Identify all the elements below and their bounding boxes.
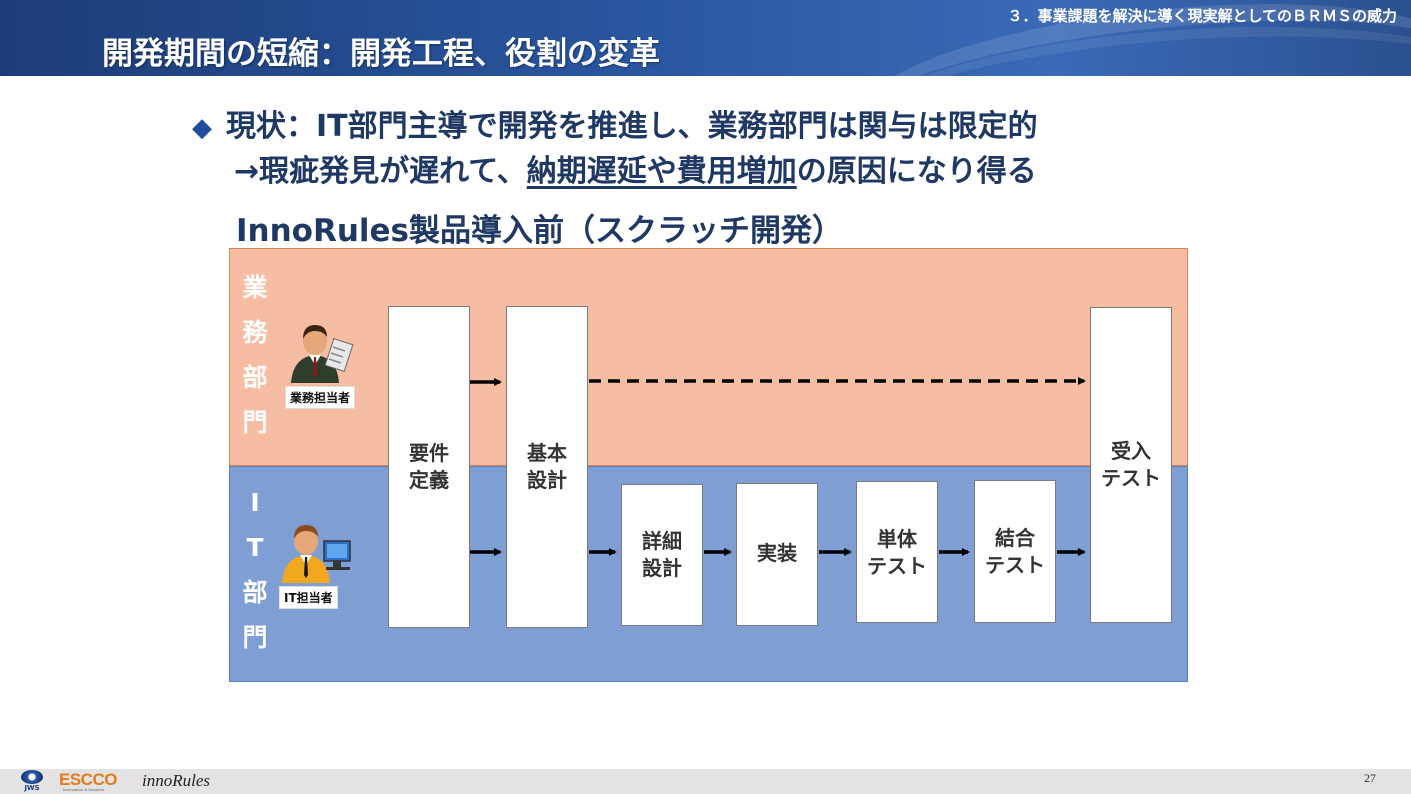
step-label-line: テスト bbox=[1101, 466, 1161, 490]
consequence-underlined: 納期遅延や費用増加 bbox=[526, 154, 797, 189]
business-lane-char: 門 bbox=[242, 408, 268, 437]
business-lane-char: 業 bbox=[242, 273, 268, 302]
bullet-text: 現状：IT部門主導で開発を推進し、業務部門は関与は限定的 bbox=[226, 109, 1038, 144]
escco-logo-tagline: Innovation & Solution bbox=[63, 787, 105, 792]
step-label-line: 単体 bbox=[877, 527, 917, 551]
page-number: 27 bbox=[1364, 771, 1376, 785]
step-label-line: 詳細 bbox=[642, 529, 682, 553]
footer-bar: JWS ESCCO Innovation & Solution innoRule… bbox=[0, 769, 1411, 794]
step-detailed-design: 詳細 設計 bbox=[621, 484, 703, 626]
slide-title: 開発期間の短縮：開発工程、役割の変革 bbox=[102, 36, 660, 72]
step-label: 要件 定義 bbox=[409, 440, 449, 494]
it-lane-char: T bbox=[246, 533, 264, 562]
step-label-line: 設計 bbox=[642, 556, 682, 580]
step-label: 実装 bbox=[757, 540, 797, 567]
step-label-line: テスト bbox=[985, 553, 1045, 577]
consequence-suffix: の原因になり得る bbox=[796, 154, 1037, 189]
step-label-line: 受入 bbox=[1111, 439, 1151, 463]
jws-logo: JWS bbox=[18, 770, 46, 794]
step-acceptance-test: 受入 テスト bbox=[1090, 307, 1172, 623]
it-role-tag: IT担当者 bbox=[279, 586, 338, 609]
step-unit-test: 単体 テスト bbox=[856, 481, 938, 623]
business-person-icon bbox=[291, 325, 354, 383]
step-integration-test: 結合 テスト bbox=[974, 480, 1056, 623]
section-label: ３．事業課題を解決に導く現実解としてのＢＲＭＳの威力 bbox=[1007, 7, 1397, 25]
innorules-logo: innoRules bbox=[142, 771, 210, 790]
step-label: 基本 設計 bbox=[527, 440, 567, 494]
it-lane-char: I bbox=[250, 488, 260, 517]
business-lane-char: 務 bbox=[242, 318, 268, 347]
escco-logo-text: ESCCO bbox=[59, 770, 117, 789]
step-label-line: テスト bbox=[867, 554, 927, 578]
step-label: 受入 テスト bbox=[1101, 438, 1161, 492]
step-basic-design: 基本 設計 bbox=[506, 306, 588, 628]
diagram-subtitle: InnoRules製品導入前（スクラッチ開発） bbox=[236, 213, 844, 249]
it-lane-label: I T 部 門 bbox=[230, 480, 280, 660]
it-lane-char: 部 bbox=[242, 578, 268, 607]
step-label: 詳細 設計 bbox=[642, 528, 682, 582]
business-lane-char: 部 bbox=[242, 363, 268, 392]
step-implementation: 実装 bbox=[736, 483, 818, 626]
step-requirements-definition: 要件 定義 bbox=[388, 306, 470, 628]
escco-logo: ESCCO Innovation & Solution bbox=[59, 770, 117, 792]
step-label-line: 設計 bbox=[527, 468, 567, 492]
business-role-tag: 業務担当者 bbox=[285, 386, 356, 409]
step-label: 結合 テスト bbox=[985, 525, 1045, 579]
bullet-line-consequence: →瑕疵発見が遅れて、納期遅延や費用増加の原因になり得る bbox=[234, 146, 1037, 190]
jws-logo-icon bbox=[21, 770, 43, 784]
step-label-line: 結合 bbox=[995, 526, 1035, 550]
step-label-line: 要件 bbox=[409, 441, 449, 465]
business-lane-label: 業 務 部 門 bbox=[230, 265, 280, 445]
diamond-bullet-icon: ◆ bbox=[192, 113, 212, 143]
step-label-line: 実装 bbox=[757, 541, 797, 565]
jws-logo-text: JWS bbox=[24, 784, 40, 792]
bullet-line-current-state: ◆ 現状：IT部門主導で開発を推進し、業務部門は関与は限定的 bbox=[192, 101, 1038, 145]
step-label: 単体 テスト bbox=[867, 526, 927, 580]
it-lane-char: 門 bbox=[242, 623, 268, 652]
step-label-line: 基本 bbox=[527, 441, 567, 465]
consequence-prefix: →瑕疵発見が遅れて、 bbox=[234, 154, 527, 189]
step-label-line: 定義 bbox=[409, 468, 449, 492]
it-person-icon bbox=[282, 525, 351, 583]
header-band: ３．事業課題を解決に導く現実解としてのＢＲＭＳの威力 開発期間の短縮：開発工程、… bbox=[0, 0, 1411, 76]
